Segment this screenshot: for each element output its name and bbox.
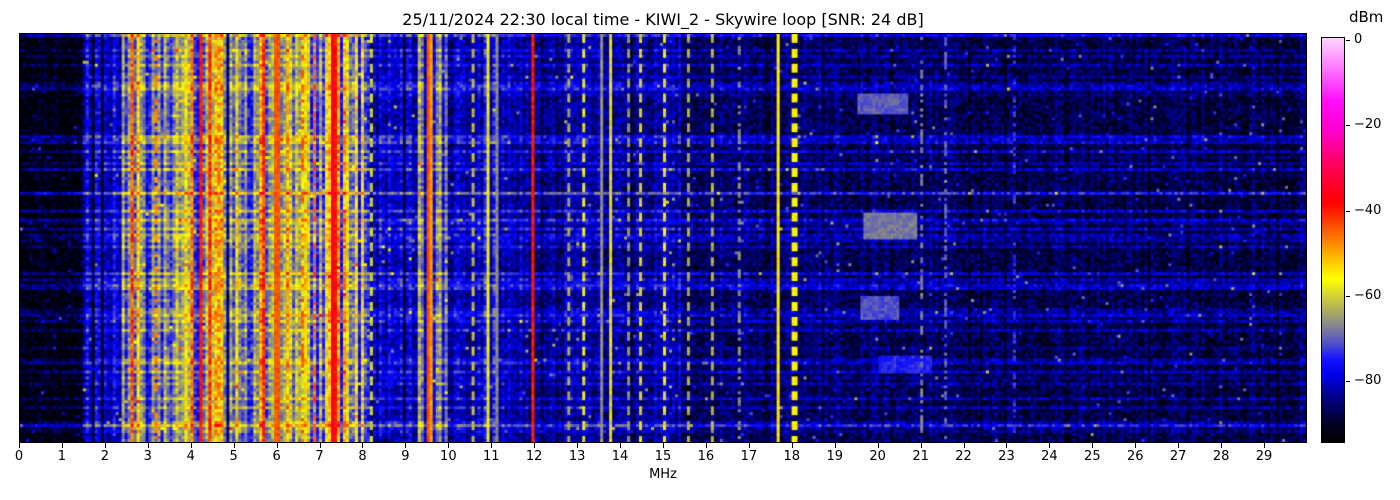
x-tick-mark	[276, 443, 278, 448]
x-tick-mark	[319, 443, 321, 448]
x-tick-mark	[19, 443, 20, 448]
waterfall-heatmap	[20, 34, 1306, 442]
colorbar-tick-mark	[1346, 125, 1350, 127]
x-tick-mark	[362, 443, 364, 448]
x-tick-mark	[1135, 443, 1137, 448]
x-tick-mark	[190, 443, 192, 448]
colorbar-tick-mark	[1346, 295, 1350, 297]
x-tick-label: 18	[783, 449, 801, 464]
x-tick-mark	[491, 443, 493, 448]
x-tick-label: 3	[143, 449, 152, 464]
colorbar-tick-label: −20	[1354, 117, 1382, 133]
colorbar-tick-mark	[1346, 381, 1350, 383]
x-tick-label: 4	[186, 449, 195, 464]
x-tick-mark	[1178, 443, 1180, 448]
x-tick-label: 28	[1212, 449, 1230, 464]
x-tick-label: 5	[229, 449, 238, 464]
x-tick-mark	[748, 443, 750, 448]
x-tick-label: 14	[611, 449, 629, 464]
x-tick-label: 27	[1169, 449, 1187, 464]
x-tick-mark	[448, 443, 450, 448]
x-tick-label: 2	[100, 449, 109, 464]
x-tick-label: 10	[440, 449, 457, 464]
x-tick-mark	[233, 443, 235, 448]
x-tick-label: 13	[568, 449, 586, 464]
x-tick-mark	[834, 443, 836, 448]
x-tick-label: 19	[826, 449, 843, 464]
x-tick-mark	[577, 443, 579, 448]
x-tick-label: 16	[697, 449, 715, 464]
x-axis-label: MHz	[649, 467, 677, 482]
x-tick-mark	[104, 443, 106, 448]
x-tick-mark	[620, 443, 622, 448]
waterfall-plot-area	[19, 33, 1307, 443]
colorbar-tick-label: −80	[1354, 373, 1382, 389]
x-tick-label: 22	[955, 449, 972, 464]
x-tick-label: 6	[272, 449, 281, 464]
x-tick-mark	[963, 443, 965, 448]
colorbar-tick-label: −60	[1354, 287, 1382, 303]
x-tick-mark	[61, 443, 63, 448]
x-tick-mark	[405, 443, 407, 448]
x-tick-mark	[663, 443, 664, 448]
x-tick-label: 20	[869, 449, 886, 464]
x-tick-label: 12	[525, 449, 543, 464]
x-tick-label: 17	[740, 449, 758, 464]
x-tick-label: 15	[654, 449, 672, 464]
x-tick-mark	[1264, 443, 1266, 448]
x-tick-mark	[1006, 443, 1008, 448]
colorbar-tick-mark	[1346, 210, 1350, 212]
x-tick-label: 21	[912, 449, 929, 464]
x-tick-mark	[147, 443, 149, 448]
x-tick-mark	[1049, 443, 1051, 448]
x-tick-label: 9	[401, 449, 410, 464]
x-tick-label: 1	[57, 449, 67, 464]
x-tick-mark	[705, 443, 707, 448]
colorbar	[1321, 37, 1345, 443]
x-tick-label: 23	[998, 449, 1015, 464]
x-tick-mark	[920, 443, 922, 448]
x-tick-mark	[877, 443, 879, 448]
chart-title: 25/11/2024 22:30 local time - KIWI_2 - S…	[402, 10, 924, 29]
x-tick-mark	[1221, 443, 1223, 448]
x-tick-label: 25	[1084, 449, 1101, 464]
x-tick-mark	[1092, 443, 1094, 448]
colorbar-tick-mark	[1346, 39, 1350, 41]
x-tick-label: 0	[14, 449, 24, 464]
colorbar-unit-label: dBm	[1349, 8, 1384, 26]
x-tick-label: 7	[315, 449, 324, 464]
x-tick-label: 11	[482, 449, 500, 464]
x-tick-label: 26	[1126, 449, 1144, 464]
colorbar-tick-label: 0	[1354, 31, 1363, 47]
colorbar-tick-label: −40	[1354, 202, 1382, 218]
x-tick-mark	[534, 443, 536, 448]
x-tick-label: 24	[1041, 449, 1058, 464]
colorbar-gradient	[1322, 38, 1344, 442]
x-tick-mark	[791, 443, 793, 448]
x-tick-label: 8	[358, 449, 367, 464]
x-tick-label: 29	[1255, 449, 1273, 464]
